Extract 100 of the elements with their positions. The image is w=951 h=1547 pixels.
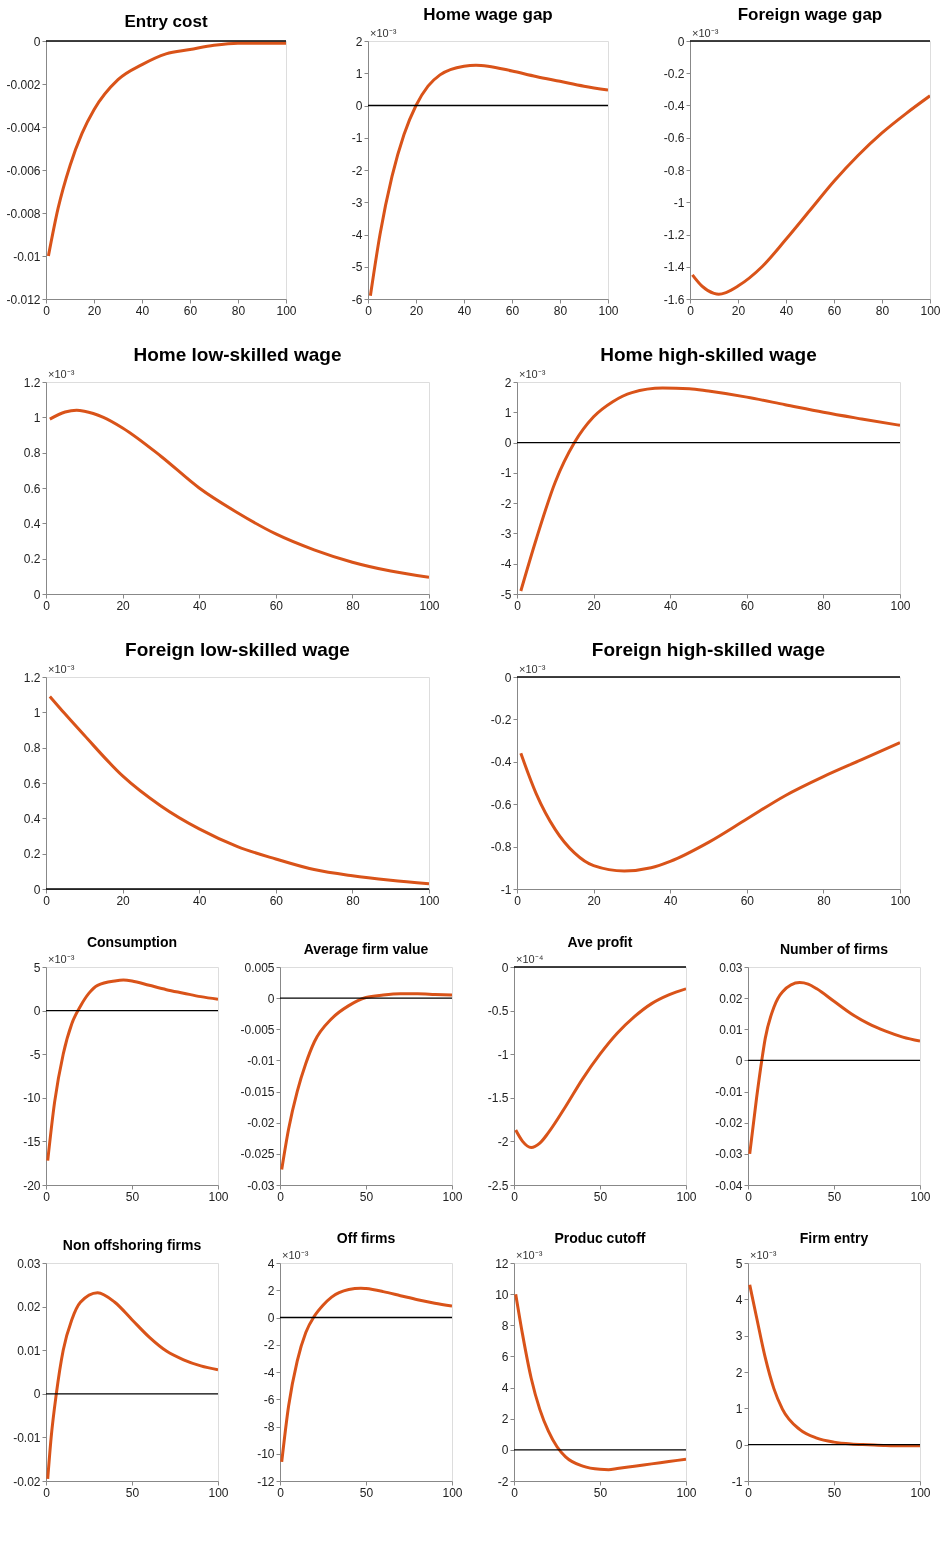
- y-tick-label: -0.03: [247, 1178, 275, 1193]
- y-tick-label: -0.5: [487, 1004, 509, 1019]
- y-tick-label: -6: [351, 292, 363, 307]
- x-tick-label: 0: [514, 598, 522, 613]
- y-tick-label: 4: [501, 1381, 509, 1396]
- x-tick-label: 20: [116, 598, 131, 613]
- x-tick-label: 80: [553, 303, 568, 318]
- y-tick-label: 0.01: [17, 1343, 41, 1358]
- line-series: [48, 408, 429, 579]
- y-tick-label: 0: [355, 99, 363, 113]
- y-tick-label: -5: [29, 1047, 41, 1062]
- y-tick-label: 2: [267, 1283, 275, 1298]
- x-tick-label: 100: [910, 1189, 931, 1204]
- x-tick-label: 80: [231, 303, 246, 318]
- chart-title: Home low-skilled wage: [133, 344, 342, 365]
- x-tick-label: 50: [827, 1189, 842, 1204]
- y-tick-label: -2: [497, 1134, 509, 1149]
- x-tick-label: 0: [277, 1189, 285, 1204]
- y-tick-label: 0: [735, 1053, 743, 1068]
- x-tick-label: 80: [817, 893, 831, 908]
- x-tick-label: 100: [419, 893, 440, 908]
- y-tick-label: -10: [257, 1447, 275, 1462]
- x-tick-label: 20: [587, 598, 602, 613]
- y-tick-label: -0.005: [240, 1022, 275, 1037]
- chart-title: Off firms: [336, 1230, 396, 1246]
- y-tick-label: -1: [500, 466, 512, 481]
- text: ×10⁻⁴: [516, 953, 544, 965]
- y-tick-label: -0.006: [6, 163, 41, 178]
- y-tick-label: -4: [263, 1365, 275, 1380]
- x-tick-label: 100: [598, 303, 619, 318]
- y-tick-label: -0.004: [6, 120, 41, 135]
- y-tick-label: 0.01: [719, 1022, 743, 1037]
- text: ×10⁻³: [370, 27, 397, 39]
- x-tick-label: 20: [409, 303, 424, 318]
- chart-title: Foreign wage gap: [737, 5, 883, 24]
- y-tick-label: 0: [33, 34, 41, 49]
- x-tick-label: 0: [43, 1485, 51, 1500]
- y-tick-label: 0.4: [23, 516, 41, 531]
- x-tick-label: 100: [676, 1485, 697, 1500]
- y-tick-label: 4: [735, 1292, 743, 1307]
- x-tick-label: 60: [740, 893, 755, 908]
- x-tick-label: 0: [43, 598, 51, 613]
- x-tick-label: 40: [193, 893, 207, 908]
- x-tick-label: 0: [745, 1485, 753, 1500]
- text: ×10⁻³: [282, 1249, 309, 1261]
- y-tick-label: 0.8: [23, 741, 41, 756]
- text: ×10⁻³: [516, 1249, 543, 1261]
- x-tick-label: 60: [740, 598, 755, 613]
- x-tick-label: 0: [43, 303, 51, 318]
- y-tick-label: 0: [504, 436, 512, 451]
- y-tick-label: -15: [23, 1134, 41, 1149]
- line-series: [514, 987, 686, 1149]
- x-tick-label: 60: [269, 893, 284, 908]
- x-tick-label: 80: [817, 598, 831, 613]
- x-tick-label: 20: [731, 303, 746, 318]
- y-tick-label: 0: [501, 1443, 509, 1458]
- y-tick-label: -4: [351, 228, 363, 242]
- chart-title: Non offshoring firms: [62, 1237, 202, 1253]
- x-tick-label: 40: [457, 303, 472, 318]
- x-tick-label: 100: [676, 1189, 697, 1204]
- y-tick-label: -0.015: [240, 1085, 275, 1100]
- y-tick-label: -2: [351, 163, 363, 178]
- x-tick-label: 80: [346, 893, 360, 908]
- x-tick-label: 80: [346, 598, 360, 613]
- x-tick-label: 50: [125, 1485, 140, 1500]
- y-tick-label: 0.02: [719, 991, 743, 1006]
- y-tick-label: 0: [504, 670, 512, 685]
- chart-title: Average firm value: [303, 941, 429, 957]
- x-tick-label: 80: [875, 303, 890, 318]
- x-tick-label: 40: [193, 598, 207, 613]
- chart-title: Consumption: [86, 934, 178, 950]
- y-tick-label: -3: [351, 195, 363, 210]
- y-tick-label: 0.2: [23, 552, 41, 567]
- y-tick-label: -2: [500, 496, 512, 511]
- y-tick-label: 2: [735, 1365, 743, 1380]
- x-tick-label: 0: [365, 303, 373, 318]
- x-tick-label: 60: [269, 598, 284, 613]
- y-tick-label: 5: [735, 1256, 743, 1271]
- y-tick-label: 0.2: [23, 847, 41, 862]
- y-tick-label: 8: [501, 1318, 509, 1333]
- x-tick-label: 100: [920, 303, 941, 318]
- y-tick-label: 1.2: [23, 670, 41, 685]
- x-tick-label: 20: [87, 303, 102, 318]
- y-tick-label: 0: [33, 882, 41, 897]
- line-series: [748, 1283, 920, 1448]
- y-tick-label: 2: [355, 34, 363, 49]
- y-tick-label: 1: [33, 705, 41, 720]
- y-tick-label: -3: [500, 526, 512, 541]
- chart-title: Foreign low-skilled wage: [125, 639, 350, 660]
- y-tick-label: -0.03: [715, 1147, 743, 1162]
- y-tick-label: -0.6: [490, 797, 512, 812]
- y-tick-label: 0.02: [17, 1300, 41, 1315]
- y-tick-label: 0.005: [244, 960, 275, 975]
- line-series: [690, 94, 930, 296]
- y-tick-label: -0.025: [240, 1147, 275, 1162]
- x-tick-label: 40: [664, 893, 678, 908]
- y-tick-label: 12: [495, 1256, 509, 1271]
- chart-title: Home high-skilled wage: [600, 344, 817, 365]
- y-tick-label: -1: [673, 195, 685, 210]
- x-tick-label: 100: [208, 1189, 229, 1204]
